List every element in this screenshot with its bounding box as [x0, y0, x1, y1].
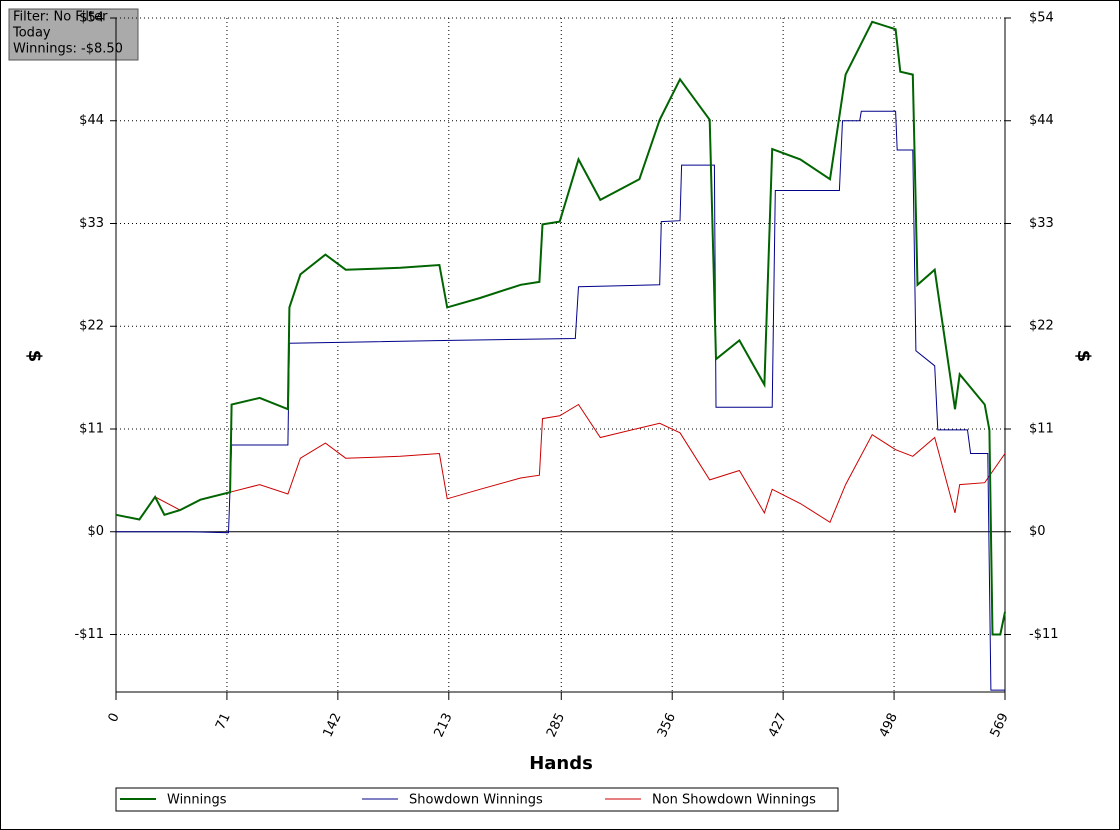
legend-label: Non Showdown Winnings	[652, 793, 816, 808]
series-line	[116, 110, 1005, 691]
x-axis-title: Hands	[529, 753, 593, 774]
annotation: Winnings: -$8.50	[13, 42, 123, 57]
y-tick-label: $22	[79, 319, 104, 334]
y-tick-label: $0	[87, 524, 104, 539]
y-tick-label: $33	[79, 216, 104, 231]
legend-label: Showdown Winnings	[409, 793, 543, 808]
y-tick-label-right: $22	[1029, 319, 1054, 334]
y-tick-label-right: $54	[1029, 11, 1054, 26]
series-line	[115, 403, 1006, 524]
y-axis-title-right: $	[1073, 350, 1094, 363]
y-tick-label-right: $11	[1029, 421, 1054, 436]
y-tick-label: $11	[79, 421, 104, 436]
annotation: Filter: No Filter	[13, 10, 108, 25]
y-axis-title: $	[24, 350, 45, 363]
y-tick-label: $54	[79, 11, 104, 26]
y-tick-label-right: $33	[1029, 216, 1054, 231]
filter-box: Filter: No Filter Today Winnings: -$8.50	[8, 8, 139, 61]
x-tick-label: 71	[213, 711, 234, 732]
y-tick-label-right: $0	[1029, 524, 1046, 539]
y-tick-label-right: -$11	[1029, 627, 1059, 642]
y-tick-label-right: $44	[1029, 113, 1054, 128]
legend-box	[115, 787, 839, 812]
y-tick-label: -$11	[74, 627, 104, 642]
y-tick-label: $44	[79, 113, 104, 128]
annotation: Today	[12, 26, 51, 41]
legend-label: Winnings	[167, 793, 227, 808]
series-line	[115, 20, 1006, 636]
